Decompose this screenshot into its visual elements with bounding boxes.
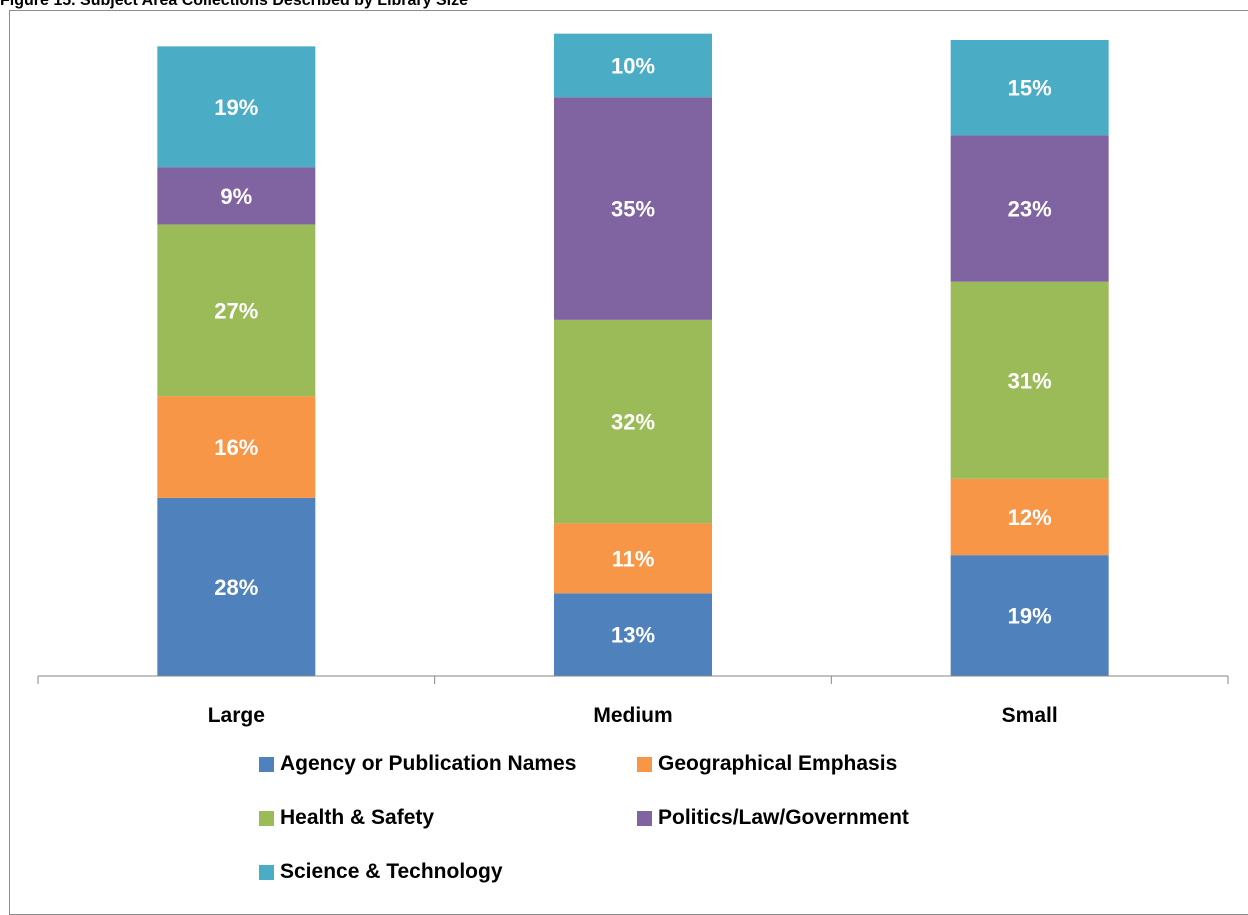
legend-swatch bbox=[259, 756, 274, 772]
bar-segment-small-0 bbox=[950, 555, 1109, 676]
bar-segment-medium-3 bbox=[554, 97, 712, 320]
data-label-large-1: 16% bbox=[214, 435, 258, 460]
legend-label: Agency or Publication Names bbox=[280, 752, 577, 775]
legend-label: Science & Technology bbox=[280, 860, 503, 883]
legend-label: Health & Safety bbox=[280, 806, 435, 829]
category-label-small: Small bbox=[1002, 704, 1058, 727]
bar-segment-large-4 bbox=[157, 46, 316, 168]
bar-segment-medium-2 bbox=[554, 319, 712, 524]
bar-segment-small-3 bbox=[950, 135, 1109, 282]
bar-segment-large-2 bbox=[157, 224, 316, 397]
data-label-large-2: 27% bbox=[214, 298, 258, 323]
bar-segment-medium-4 bbox=[554, 33, 712, 98]
data-label-small-0: 19% bbox=[1008, 604, 1052, 629]
legend-item: Geographical Emphasis bbox=[637, 752, 897, 776]
legend-swatch bbox=[637, 810, 652, 826]
bar-segment-large-1 bbox=[157, 396, 316, 498]
legend-swatch bbox=[259, 810, 274, 826]
data-label-large-3: 9% bbox=[220, 184, 252, 209]
legend-item: Health & Safety bbox=[259, 806, 434, 830]
data-label-small-4: 15% bbox=[1008, 76, 1052, 101]
data-label-medium-1: 11% bbox=[612, 546, 655, 571]
bar-segment-medium-1 bbox=[554, 523, 712, 594]
data-label-small-2: 31% bbox=[1008, 368, 1052, 393]
bar-segment-large-0 bbox=[157, 497, 316, 676]
data-label-small-3: 23% bbox=[1008, 197, 1052, 222]
legend-label: Geographical Emphasis bbox=[658, 752, 898, 775]
bar-segment-small-4 bbox=[950, 40, 1109, 136]
legend-item: Science & Technology bbox=[259, 860, 503, 884]
category-label-large: Large bbox=[208, 704, 265, 727]
data-label-large-4: 19% bbox=[214, 95, 258, 120]
legend-item: Politics/Law/Government bbox=[637, 806, 909, 830]
data-label-medium-4: 10% bbox=[611, 53, 655, 78]
legend-swatch bbox=[637, 756, 652, 772]
legend-item: Agency or Publication Names bbox=[259, 752, 576, 776]
figure-title: Figure 15. Subject Area Collections Desc… bbox=[0, 0, 468, 9]
bar-segment-large-3 bbox=[157, 167, 316, 225]
bar-segment-small-1 bbox=[950, 478, 1109, 556]
category-label-medium: Medium bbox=[593, 704, 672, 727]
bar-segment-small-2 bbox=[950, 281, 1109, 479]
legend-label: Politics/Law/Government bbox=[658, 806, 909, 829]
data-label-large-0: 28% bbox=[214, 575, 258, 600]
data-label-medium-2: 32% bbox=[611, 410, 655, 435]
data-label-medium-3: 35% bbox=[611, 197, 655, 222]
legend-swatch bbox=[259, 864, 274, 880]
bar-segment-medium-0 bbox=[554, 593, 712, 676]
data-label-small-1: 12% bbox=[1008, 505, 1052, 530]
data-label-medium-0: 13% bbox=[611, 623, 655, 648]
